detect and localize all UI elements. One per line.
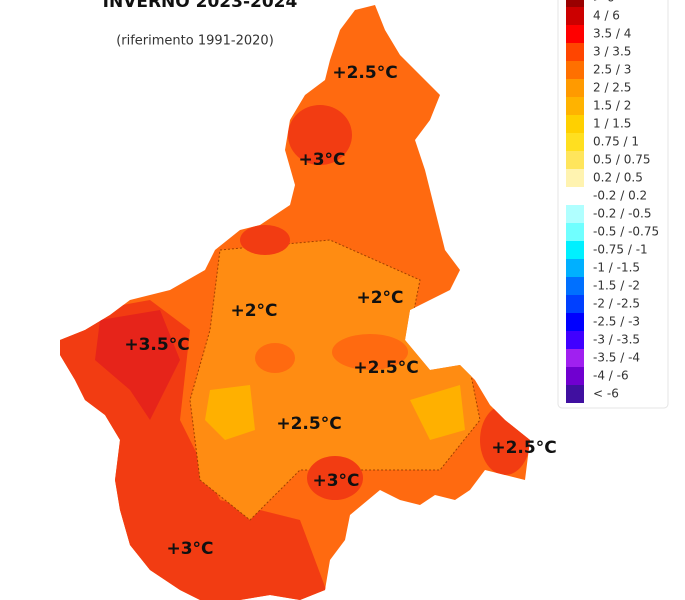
legend-label: 3 / 3.5 — [593, 45, 631, 59]
legend-label: 0.5 / 0.75 — [593, 153, 650, 167]
legend-label: 3.5 / 4 — [593, 27, 631, 41]
legend-label: -1.5 / -2 — [593, 279, 640, 293]
map-label: +2.5°C — [332, 63, 397, 83]
legend-label: -1 / -1.5 — [593, 261, 640, 275]
legend-label: -4 / -6 — [593, 369, 629, 383]
map-title: INVERNO 2023-2024 — [103, 0, 298, 12]
legend-swatch — [566, 7, 584, 25]
legend-swatch — [566, 295, 584, 313]
legend-swatch — [566, 0, 584, 7]
legend-swatch — [566, 241, 584, 259]
legend-label: -0.2 / -0.5 — [593, 207, 652, 221]
legend-label: 1.5 / 2 — [593, 99, 631, 113]
legend-swatch — [566, 349, 584, 367]
legend-swatch — [566, 223, 584, 241]
temperature-map — [60, 5, 530, 600]
legend-box — [557, 0, 669, 409]
map-label: +2°C — [230, 301, 277, 321]
legend: > 6 4 / 6 3.5 / 4 3 / 3.5 2.5 / 3 2 / 2.5 1.5 … — [566, 0, 659, 403]
legend-swatch — [566, 367, 584, 385]
legend-label: 1 / 1.5 — [593, 117, 631, 131]
legend-swatch — [566, 259, 584, 277]
legend-label: 0.75 / 1 — [593, 135, 639, 149]
map-label: +2.5°C — [353, 358, 418, 378]
legend-label: 0.2 / 0.5 — [593, 171, 643, 185]
legend-label: -2 / -2.5 — [593, 297, 640, 311]
legend-label: < -6 — [593, 387, 619, 401]
legend-swatch — [566, 97, 584, 115]
legend-swatch — [566, 25, 584, 43]
legend-swatch — [566, 43, 584, 61]
map-label: +3°C — [312, 471, 359, 491]
map-label: +2.5°C — [491, 438, 556, 458]
legend-swatch — [566, 187, 584, 205]
legend-swatch — [566, 385, 584, 403]
legend-swatch — [566, 331, 584, 349]
legend-swatch — [566, 133, 584, 151]
legend-label: > 6 — [593, 0, 615, 5]
legend-label: 2.5 / 3 — [593, 63, 631, 77]
legend-swatch — [566, 277, 584, 295]
legend-swatch — [566, 151, 584, 169]
legend-swatch — [566, 313, 584, 331]
legend-label: -2.5 / -3 — [593, 315, 640, 329]
map-subtitle: (riferimento 1991-2020) — [116, 34, 274, 49]
map-label: +2.5°C — [276, 414, 341, 434]
map-label: +3°C — [298, 150, 345, 170]
legend-label: -0.2 / 0.2 — [593, 189, 647, 203]
legend-label: 4 / 6 — [593, 9, 620, 23]
legend-swatch — [566, 169, 584, 187]
map-label: +3.5°C — [124, 335, 189, 355]
map-label: +2°C — [356, 288, 403, 308]
legend-swatch — [566, 79, 584, 97]
legend-swatch — [566, 61, 584, 79]
legend-label: 2 / 2.5 — [593, 81, 631, 95]
legend-label: -3 / -3.5 — [593, 333, 640, 347]
legend-swatch — [566, 205, 584, 223]
legend-swatch — [566, 115, 584, 133]
legend-label: -0.75 / -1 — [593, 243, 648, 257]
map-label: +3°C — [166, 539, 213, 559]
legend-label: -3.5 / -4 — [593, 351, 640, 365]
legend-label: -0.5 / -0.75 — [593, 225, 659, 239]
